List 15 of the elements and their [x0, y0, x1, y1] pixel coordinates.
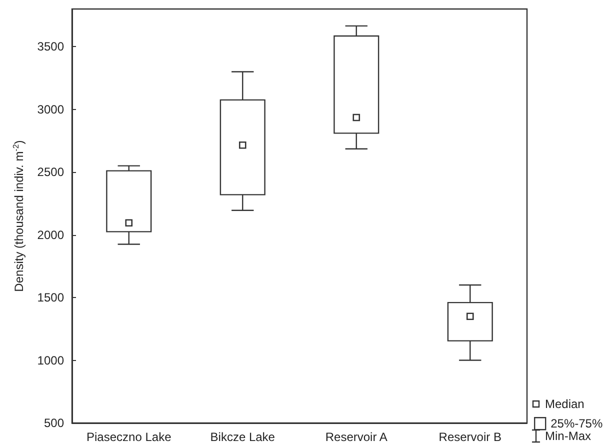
x-tick-label: Reservoir B: [438, 430, 502, 444]
y-tick-label: 3500: [37, 40, 64, 54]
y-tick-label: 2000: [37, 228, 64, 242]
y-tick-label: 1000: [37, 353, 64, 368]
legend-label: 25%-75%: [550, 416, 603, 431]
x-tick-label: Bikcze Lake: [210, 430, 276, 444]
text: Min-Max: [545, 429, 592, 443]
y-tick-label: 500: [44, 416, 64, 430]
y-axis-title: Density (thousand indiv. m-2): [12, 140, 26, 292]
y-tick-label: 3000: [37, 102, 64, 116]
y-tick-label: 1500: [37, 290, 64, 305]
y-tick-label: 2500: [37, 165, 64, 180]
x-tick-label: Piaseczno Lake: [86, 430, 172, 444]
text: Median: [545, 397, 584, 411]
x-tick-label: Reservoir A: [325, 430, 388, 444]
